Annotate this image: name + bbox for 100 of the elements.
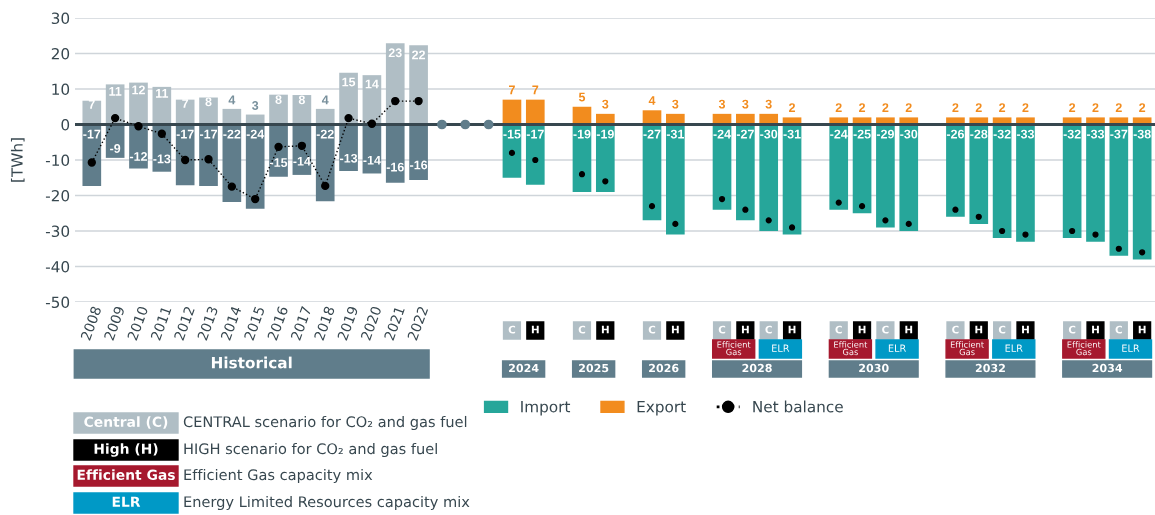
- bar: [175, 124, 195, 186]
- text: ELR: [772, 344, 790, 352]
- data-label: 4: [228, 95, 236, 105]
- data-label: -14: [363, 155, 381, 165]
- data-label: 2: [1022, 103, 1029, 112]
- bar: [409, 124, 428, 180]
- x-tick-label: 2014: [220, 305, 242, 341]
- bar: [199, 124, 218, 186]
- point: [391, 96, 400, 106]
- bar: [992, 124, 1012, 239]
- data-label: 2: [1139, 103, 1146, 112]
- data-label: -26: [946, 129, 965, 139]
- legend-label: Net balance: [753, 400, 843, 413]
- point: [251, 194, 260, 204]
- bar: [829, 124, 849, 210]
- point: [508, 149, 516, 157]
- data-label: 11: [156, 89, 169, 98]
- data-label: 7: [88, 100, 95, 109]
- data-label: -13: [153, 154, 171, 164]
- text: 2025: [579, 363, 609, 373]
- point: [975, 213, 982, 220]
- bar: [899, 124, 919, 231]
- x-tick-label: H: [741, 325, 749, 334]
- x-tick-label: H: [975, 325, 983, 334]
- data-label: -24: [246, 129, 265, 139]
- bar: [712, 124, 732, 210]
- text: 2034: [1092, 363, 1123, 373]
- x-tick-label: H: [601, 325, 609, 334]
- y-tick-label: -10: [45, 154, 70, 167]
- point: [87, 158, 96, 167]
- data-label: 7: [182, 99, 189, 108]
- data-label: 2: [789, 103, 796, 112]
- point: [532, 156, 539, 164]
- data-label: -31: [783, 129, 801, 139]
- x-tick-label: C: [1068, 325, 1076, 334]
- x-tick-label: C: [952, 325, 959, 334]
- x-tick-label: 2009: [103, 305, 125, 341]
- data-label: -25: [853, 129, 871, 139]
- data-label: 2: [1069, 103, 1076, 112]
- bar: [642, 124, 662, 221]
- y-tick-label: -40: [45, 260, 70, 273]
- bar: [129, 82, 148, 125]
- x-tick-label: 2021: [383, 306, 405, 341]
- point: [999, 227, 1006, 235]
- x-tick-label: 2011: [150, 306, 172, 341]
- data-label: -32: [1063, 129, 1081, 139]
- x-tick-label: C: [998, 325, 1006, 334]
- data-label: -29: [876, 129, 894, 139]
- bar: [759, 124, 779, 231]
- bar: [782, 124, 802, 235]
- x-tick-label: 2015: [243, 306, 265, 341]
- x-tick-label: 2008: [80, 305, 102, 341]
- point: [204, 155, 213, 164]
- text: 2026: [649, 363, 679, 373]
- bar: [876, 124, 895, 228]
- data-label: 14: [365, 79, 379, 89]
- data-label: 8: [298, 95, 305, 105]
- point: [110, 113, 120, 123]
- data-label: 2: [999, 103, 1006, 112]
- data-label: 15: [342, 77, 356, 87]
- bar: [1109, 124, 1129, 256]
- point: [672, 220, 679, 228]
- data-label: 2: [905, 103, 912, 112]
- x-tick-label: C: [578, 325, 586, 334]
- y-axis-title: [TWh]: [10, 138, 25, 182]
- data-label: -27: [643, 129, 661, 139]
- bar: [525, 99, 545, 125]
- bar: [1016, 124, 1035, 242]
- point: [788, 224, 796, 231]
- data-label: 4: [648, 96, 656, 105]
- data-label: 2: [975, 103, 982, 112]
- point: [742, 206, 749, 213]
- data-label: -24: [713, 129, 731, 139]
- y-tick-label: -20: [45, 189, 70, 202]
- bar: [245, 124, 265, 209]
- y-tick-label: 0: [61, 118, 70, 131]
- data-label: 12: [132, 85, 145, 95]
- bar: [82, 124, 102, 186]
- data-label: 3: [252, 101, 259, 110]
- x-tick-label: C: [508, 325, 516, 334]
- point: [297, 141, 307, 150]
- point: [835, 199, 842, 206]
- bar: [572, 124, 592, 192]
- point: [602, 178, 609, 185]
- data-label: -38: [1133, 129, 1151, 139]
- x-tick-label: 2016: [267, 305, 289, 341]
- x-tick-label: 2013: [197, 305, 219, 341]
- x-tick-label: 2020: [360, 305, 382, 341]
- text: ELR: [112, 496, 141, 507]
- bar: [269, 94, 288, 125]
- point: [952, 206, 959, 213]
- data-label: -30: [760, 129, 778, 139]
- data-label: -13: [340, 153, 358, 163]
- bar: [409, 45, 428, 125]
- data-label: -14: [293, 156, 311, 166]
- data-label: -33: [1086, 129, 1105, 139]
- text: HIGH scenario for CO₂ and gas fuel: [184, 442, 437, 458]
- bar: [736, 124, 755, 221]
- bar: [222, 124, 242, 202]
- data-label: -32: [993, 129, 1011, 139]
